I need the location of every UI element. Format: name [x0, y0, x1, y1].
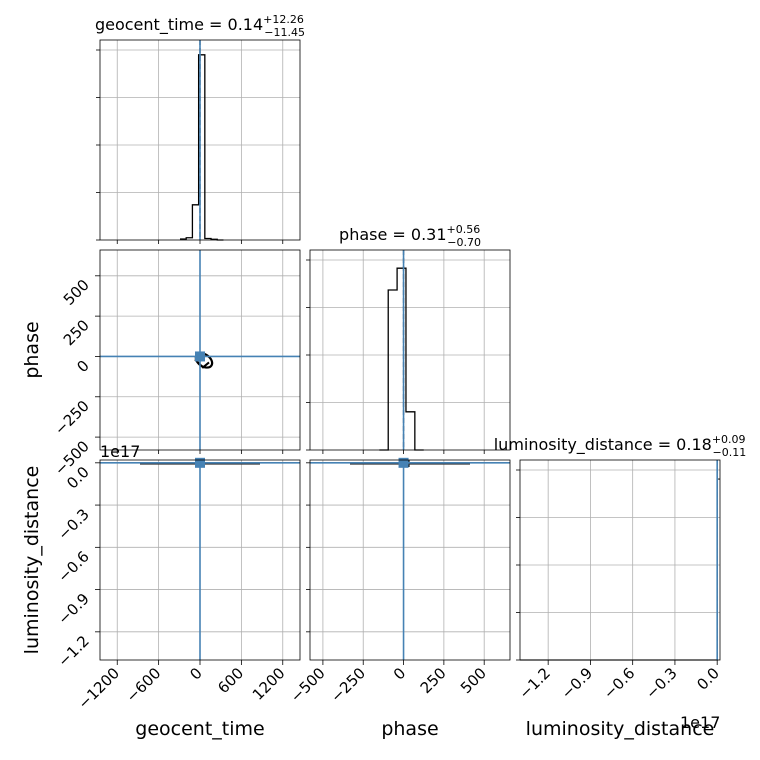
- x-axis-label-luminosity_distance: luminosity_distance: [526, 718, 715, 740]
- x-tick-label: 0: [186, 664, 205, 683]
- x-tick-label: −1200: [74, 664, 123, 713]
- x-axis-label-geocent_time: geocent_time: [135, 718, 264, 740]
- y-tick-label: −0.6: [54, 547, 92, 585]
- title-plus: +12.26: [263, 13, 304, 26]
- truth-marker: [195, 457, 205, 468]
- y-tick-label: −1.2: [54, 632, 92, 670]
- title-value: geocent_time = 0.14: [95, 15, 263, 35]
- y-tick-label: −250: [51, 397, 93, 439]
- offset-text-x: 1e17: [680, 713, 720, 732]
- contour: [194, 358, 210, 369]
- histogram-phase: [379, 267, 424, 451]
- x-tick-label: 0: [390, 664, 409, 683]
- gridlines: [310, 250, 510, 450]
- histogram-luminosity_distance: [520, 478, 720, 661]
- title-geocent_time: geocent_time = 0.14+12.26 −11.45: [95, 13, 305, 39]
- hist-axes-phase: [309, 249, 511, 451]
- title-minus: −11.45: [264, 26, 305, 39]
- offset-text-y: 1e17: [100, 442, 140, 461]
- x-tick-label: 1200: [249, 664, 289, 704]
- y-axis-label-luminosity_distance: luminosity_distance: [21, 466, 43, 655]
- x-axis-label-phase: phase: [381, 718, 438, 740]
- x-tick-label: 0.0: [693, 664, 723, 694]
- title-luminosity_distance: luminosity_distance = 0.18+0.09 −0.11: [494, 433, 747, 459]
- x-tick-label: 600: [214, 664, 247, 697]
- y-tick-label: 0: [73, 357, 92, 376]
- x-tick-label: −1.2: [516, 664, 554, 702]
- x-tick-label: −0.3: [642, 664, 680, 702]
- x-tick-label: −250: [327, 664, 369, 706]
- x-tick-label: −600: [123, 664, 165, 706]
- x-tick-label: 500: [457, 664, 490, 697]
- x-tick-label: −500: [287, 664, 329, 706]
- y-tick-label: −0.3: [54, 505, 92, 543]
- x-tick-label: 250: [417, 664, 450, 697]
- title-plus: +0.56: [447, 223, 481, 236]
- histogram-geocent_time: [180, 54, 224, 241]
- x-tick-label: −0.6: [600, 664, 638, 702]
- truth-marker: [398, 457, 409, 468]
- title-minus: −0.11: [713, 446, 747, 459]
- y-tick-label: 500: [60, 276, 93, 309]
- title-plus: +0.09: [712, 433, 746, 446]
- axes-phase-luminosity_distance: [309, 459, 511, 661]
- hist-axes-luminosity_distance: [519, 459, 721, 661]
- gridlines: [310, 460, 510, 660]
- y-tick-label: −0.9: [54, 590, 92, 628]
- y-axis-label-phase: phase: [21, 321, 43, 378]
- x-tick-label: −0.9: [558, 664, 596, 702]
- gridlines: [520, 460, 720, 660]
- title-value: phase = 0.31: [339, 225, 446, 244]
- title-minus: −0.70: [447, 236, 481, 249]
- title-phase: phase = 0.31+0.56 −0.70: [339, 223, 481, 249]
- y-tick-label: 250: [60, 316, 93, 349]
- truth-marker: [195, 351, 205, 362]
- title-value: luminosity_distance = 0.18: [494, 435, 712, 455]
